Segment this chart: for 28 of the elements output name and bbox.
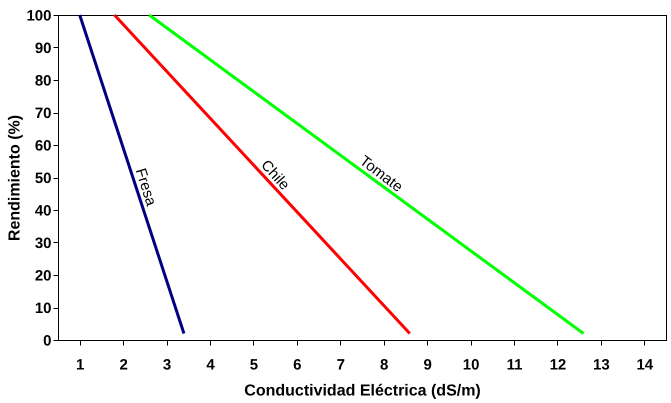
x-tick-label: 14 [636, 356, 654, 374]
y-tick-label: 30 [34, 235, 52, 252]
x-axis-title: Conductividad Eléctrica (dS/m) [244, 382, 481, 400]
text: Fresa [132, 166, 160, 209]
x-tick-label: 9 [423, 356, 432, 374]
y-tick-label: 0 [43, 332, 52, 350]
x-tick-label: 2 [119, 356, 128, 374]
x-tick-label: 10 [462, 356, 480, 374]
x-tick-label: 8 [380, 356, 388, 374]
x-tick-label: 11 [506, 356, 522, 374]
x-tick-label: 3 [162, 356, 172, 374]
y-tick-label: 70 [34, 105, 52, 122]
x-tick-label: 1 [76, 356, 84, 374]
x-tick-label: 6 [293, 356, 302, 374]
x-tick-label: 12 [550, 356, 566, 374]
x-tick-label: 5 [250, 356, 258, 374]
x-tick-label: 4 [206, 356, 216, 374]
y-axis-title: Rendimiento (%) [6, 114, 24, 242]
y-tick-label: 80 [34, 72, 52, 90]
y-tick-label: 60 [34, 138, 52, 154]
y-tick-label: 40 [34, 202, 52, 220]
x-tick-label: 13 [593, 356, 610, 374]
y-tick-label: 20 [34, 268, 52, 284]
y-tick-label: 10 [34, 300, 52, 317]
y-tick-label: 50 [34, 170, 52, 187]
y-tick-label: 100 [26, 8, 52, 24]
y-tick-label: 90 [34, 40, 52, 57]
x-tick-label: 7 [336, 356, 345, 374]
